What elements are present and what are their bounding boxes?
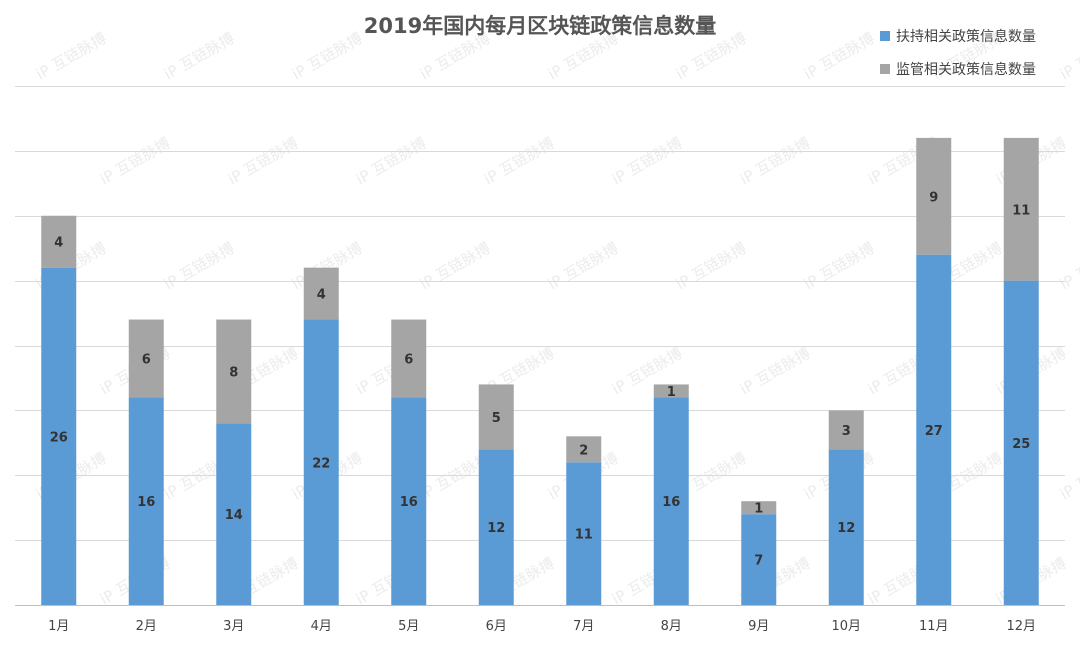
data-label: 14 [225,508,243,523]
watermark-text: iP 互链脉搏 [1057,449,1080,504]
x-tick-label: 3月 [223,619,244,634]
bar-segment-regulation [741,501,777,515]
data-label: 5 [492,411,501,426]
chart-title: 2019年国内每月区块链政策信息数量 [364,14,716,38]
bar-segment-support [478,449,514,605]
data-label: 4 [54,236,63,251]
watermark-text: iP 互链脉搏 [737,134,814,189]
data-label: 27 [925,424,943,439]
bar-segment-regulation [216,319,252,424]
bar-segment-support [41,267,77,605]
data-label: 16 [137,495,155,510]
watermark-text: iP 互链脉搏 [801,239,878,294]
watermark-text: iP 互链脉搏 [289,29,366,84]
bar-segment-support [741,514,777,605]
watermark-text: iP 互链脉搏 [481,134,558,189]
gridlines [15,86,1065,541]
bar-segment-regulation [478,384,514,450]
bars [41,137,1039,606]
watermark-text: iP 互链脉搏 [33,29,110,84]
watermark-text: iP 互链脉搏 [737,344,814,399]
x-tick-label: 4月 [311,619,332,634]
data-label: 12 [487,521,505,536]
data-label: 3 [842,424,851,439]
x-tick-label: 1月 [48,619,69,634]
data-label: 16 [662,495,680,510]
x-tick-label: 2月 [136,619,157,634]
x-tick-label: 7月 [573,619,594,634]
data-label: 8 [229,365,238,380]
x-tick-label: 11月 [919,619,949,634]
bar-segment-support [828,449,864,605]
data-label: 6 [142,352,151,367]
watermark-text: iP 互链脉搏 [673,239,750,294]
x-tick-label: 10月 [831,619,861,634]
watermark-text: iP 互链脉搏 [417,239,494,294]
data-label: 4 [317,288,326,303]
data-label: 9 [929,190,938,205]
legend-label: 监管相关政策信息数量 [896,61,1036,78]
watermark-text: iP 互链脉搏 [545,239,622,294]
x-axis: 1月 2月 3月 4月 5月 6月 7月 8月 9月 10月 11月 12月 [15,605,1065,634]
bar-segment-regulation [828,410,864,450]
data-label: 7 [754,554,763,569]
data-label: 12 [837,521,855,536]
x-tick-label: 6月 [486,619,507,634]
watermark-text: iP 互链脉搏 [161,29,238,84]
data-label: 2 [579,443,588,458]
bar-segment-regulation [303,267,339,320]
x-tick-label: 5月 [398,619,419,634]
bar-segment-support [303,319,339,605]
x-tick-label: 12月 [1006,619,1036,634]
bar-segment-support [653,397,689,605]
watermark-text: iP 互链脉搏 [1057,239,1080,294]
data-label: 6 [404,352,413,367]
x-tick-label: 8月 [661,619,682,634]
bar-segment-support [128,397,164,605]
data-label: 26 [50,430,68,445]
data-label: 1 [754,502,763,517]
watermark-text: iP 互链脉搏 [97,134,174,189]
watermark-text: iP 互链脉搏 [225,134,302,189]
legend-swatch [880,64,890,74]
bar-segment-regulation [41,215,77,268]
watermark-text: iP 互链脉搏 [161,239,238,294]
legend-swatch [880,31,890,41]
bar-segment-support [916,254,952,606]
data-label: 22 [312,456,330,471]
data-label: 25 [1012,437,1030,452]
bar-segment-support [216,423,252,605]
bar-segment-support [566,462,602,605]
bar-segment-regulation [391,319,427,398]
watermark-text: iP 互链脉搏 [609,134,686,189]
data-label: 16 [400,495,418,510]
watermark-text: iP 互链脉搏 [1057,29,1080,84]
bar-segment-regulation [653,384,689,398]
legend-label: 扶持相关政策信息数量 [896,28,1036,45]
bar-segment-support [1003,280,1039,605]
data-label: 11 [575,528,593,543]
data-label: 11 [1012,203,1030,218]
bar-segment-regulation [566,436,602,463]
watermark-text: iP 互链脉搏 [801,29,878,84]
watermark-text: iP 互链脉搏 [353,134,430,189]
bar-segment-regulation [128,319,164,398]
data-label: 1 [667,385,676,400]
bar-segment-support [391,397,427,605]
bar-segment-regulation [916,137,952,255]
x-tick-label: 9月 [748,619,769,634]
bar-segment-regulation [1003,137,1039,281]
